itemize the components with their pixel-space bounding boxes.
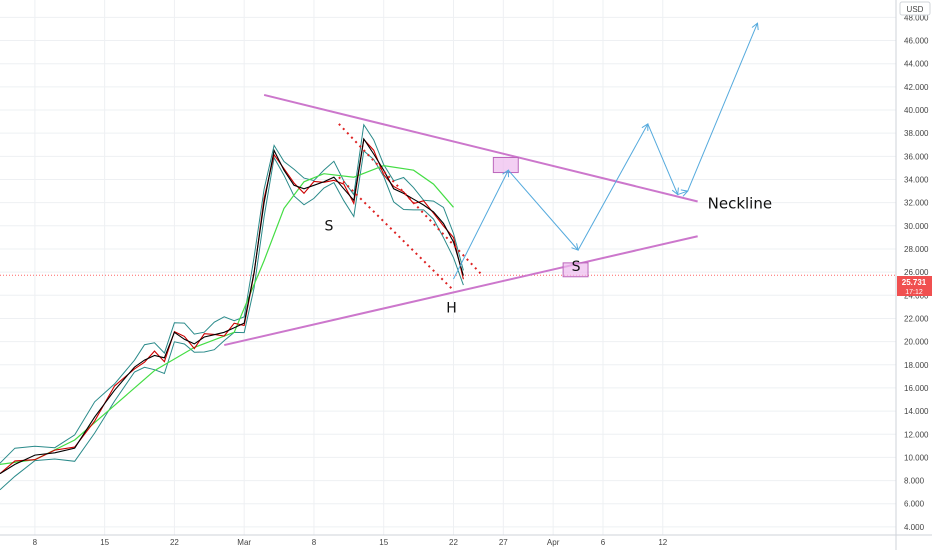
x-axis-labels: 8 15 22 Mar 8 15 22 27 Apr 6 12	[33, 538, 668, 547]
annotation-label-0: S	[324, 218, 333, 234]
projection-arrowhead-3	[671, 187, 679, 196]
y-tick-label: 32.000	[904, 199, 929, 208]
projection-group	[453, 22, 759, 280]
lower-band-line	[0, 149, 464, 491]
trendline-group	[224, 93, 698, 347]
y-tick-label: 42.000	[904, 83, 929, 92]
y-axis-labels: 48.000 46.000 44.000 42.000 40.000 38.000 36.0…	[904, 13, 929, 532]
y-tick-label: 22.000	[904, 314, 929, 323]
projection-segment-0	[453, 170, 509, 280]
y-tick-label: 40.000	[904, 106, 929, 115]
trendline-0	[263, 93, 698, 203]
last-price-badge: 25.731 17:12	[897, 276, 932, 296]
y-tick-label: 36.000	[904, 152, 929, 161]
upper-band-line	[0, 123, 464, 464]
x-tick-label: 6	[601, 538, 606, 547]
x-tick-label: 15	[100, 538, 109, 547]
currency-box[interactable]	[899, 1, 931, 16]
green-moving-average-line	[0, 164, 454, 465]
x-tick-label: Mar	[237, 538, 251, 547]
annotation-labels: S H S Neckline	[324, 194, 772, 316]
currency-label[interactable]: USD	[907, 5, 924, 14]
series-group	[0, 123, 464, 491]
projection-segment-4	[677, 190, 688, 196]
projection-segment-1	[507, 169, 579, 251]
y-tick-label: 34.000	[904, 175, 929, 184]
x-tick-label: 8	[33, 538, 38, 547]
x-tick-label: 22	[170, 538, 179, 547]
y-tick-label: 6.000	[904, 500, 925, 509]
price-line	[0, 137, 464, 475]
y-tick-label: 20.000	[904, 338, 929, 347]
trendline-1	[224, 235, 698, 347]
annotation-label-2: S	[572, 259, 581, 275]
y-tick-label: 48.000	[904, 13, 929, 22]
y-tick-label: 10.000	[904, 453, 929, 462]
last-price-badge-box	[897, 276, 932, 296]
projection-arrowhead-5	[751, 22, 759, 31]
projection-segment-2	[577, 123, 649, 251]
highlight-box-0	[492, 156, 519, 174]
candle-countdown: 17:12	[905, 289, 923, 296]
annotation-label-3: Neckline	[708, 194, 772, 212]
x-tick-label: Apr	[547, 538, 560, 547]
y-tick-label: 4.000	[904, 523, 925, 532]
y-tick-label: 38.000	[904, 129, 929, 138]
y-tick-label: 30.000	[904, 222, 929, 231]
currency-label-group: USD	[899, 1, 931, 16]
y-tick-label: 12.000	[904, 430, 929, 439]
y-tick-label: 18.000	[904, 361, 929, 370]
y-tick-label: 26.000	[904, 268, 929, 277]
dotted-channel-line-1	[338, 176, 453, 290]
projection-arrowhead-2	[641, 122, 649, 131]
x-tick-label: 12	[658, 538, 667, 547]
y-tick-label: 28.000	[904, 245, 929, 254]
x-tick-label: 15	[379, 538, 388, 547]
dotted-channel-line-0	[338, 123, 482, 274]
x-tick-label: 27	[499, 538, 508, 547]
last-price-value: 25.731	[902, 278, 927, 287]
projection-segment-5	[687, 22, 758, 192]
x-tick-label: 22	[449, 538, 458, 547]
highlight-box-1	[562, 262, 589, 278]
projection-arrowhead-4	[680, 189, 689, 197]
annotation-label-1: H	[446, 301, 457, 317]
y-tick-label: 14.000	[904, 407, 929, 416]
projection-segment-3	[647, 123, 679, 195]
x-tick-label: 8	[312, 538, 317, 547]
y-tick-label: 46.000	[904, 37, 929, 46]
y-tick-label: 8.000	[904, 477, 925, 486]
projection-arrowhead-0	[502, 169, 509, 178]
grid-lines	[0, 0, 896, 535]
y-tick-label: 44.000	[904, 60, 929, 69]
y-tick-label: 16.000	[904, 384, 929, 393]
